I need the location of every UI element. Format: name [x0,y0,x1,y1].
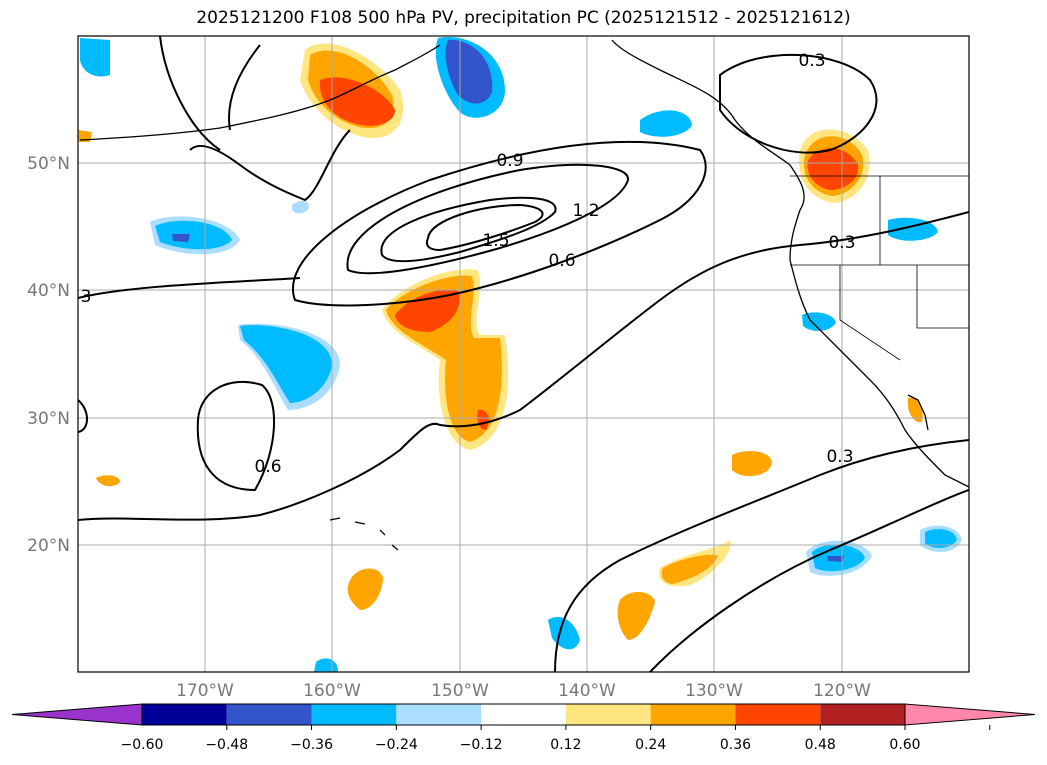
contour-label-0.6: 0.6 [548,251,575,271]
lon-label-140w: 140°W [558,681,616,701]
lon-label-130w: 130°W [685,681,743,701]
colorbar-tick-label: 0.36 [720,737,751,753]
lat-label-20: 20°N [27,536,70,556]
contour-label-1.2: 1.2 [572,201,599,221]
colorbar-tick-label: −0.36 [290,737,333,753]
colorbar-segment [565,704,651,725]
colorbar-tick-label: 0.24 [635,737,666,753]
colorbar-tick-label: 0.60 [889,737,920,753]
contour-label-0.9: 0.9 [496,151,523,171]
colorbar-segment [226,704,312,725]
contour-label-3: 3 [81,287,92,307]
colorbar-extend-high [904,703,1036,726]
borders [790,175,969,361]
pv-contours [78,36,969,672]
contour-label-0.6-south: 0.6 [254,457,281,477]
colorbar-tick-label: −0.24 [375,737,418,753]
lon-label-160w: 160°W [303,681,361,701]
colorbar-segment [735,704,821,725]
colorbar-segment [481,704,566,725]
chart-title: 2025121200 F108 500 hPa PV, precipitatio… [196,8,851,28]
lat-label-30: 30°N [27,409,70,429]
colorbar-segment [396,704,482,725]
colorbar-tick-label: 0.12 [550,737,581,753]
contour-label-0.3-east: 0.3 [828,233,855,253]
lon-labels: 170°W 160°W 150°W 140°W 130°W 120°W [176,681,871,701]
lon-label-150w: 150°W [431,681,489,701]
colorbar-tick-label: −0.60 [121,737,164,753]
contour-label-0.3-north: 0.3 [798,51,825,71]
lon-label-170w: 170°W [176,681,234,701]
map-frame [77,35,970,673]
colorbar-segment [311,704,397,725]
colorbar-segment [650,704,736,725]
colorbar-segment [142,704,227,725]
colorbar-segment [820,704,905,725]
colorbar-tick-label: −0.12 [460,737,503,753]
lat-labels: 50°N 40°N 30°N 20°N [27,154,70,556]
precip-shading [78,37,962,672]
contour-labels: 0.9 1.2 1.5 0.6 0.3 0.3 0.6 0.3 3 [81,51,856,477]
lat-label-40: 40°N [27,281,70,301]
colorbar-tick-label: −0.48 [205,737,248,753]
coastlines [79,39,969,551]
contour-label-1.5: 1.5 [482,231,509,251]
lat-label-50: 50°N [27,154,70,174]
contour-label-0.3-south: 0.3 [826,447,853,467]
colorbar-frame [141,703,906,726]
colorbar: −0.60 −0.48 −0.36 −0.24 −0.12 0.12 0.24 0.36 0.4… [11,703,1036,753]
colorbar-tick-label: 0.48 [805,737,836,753]
lon-label-120w: 120°W [813,681,871,701]
colorbar-extend-low [11,703,143,726]
gridlines [78,36,969,672]
